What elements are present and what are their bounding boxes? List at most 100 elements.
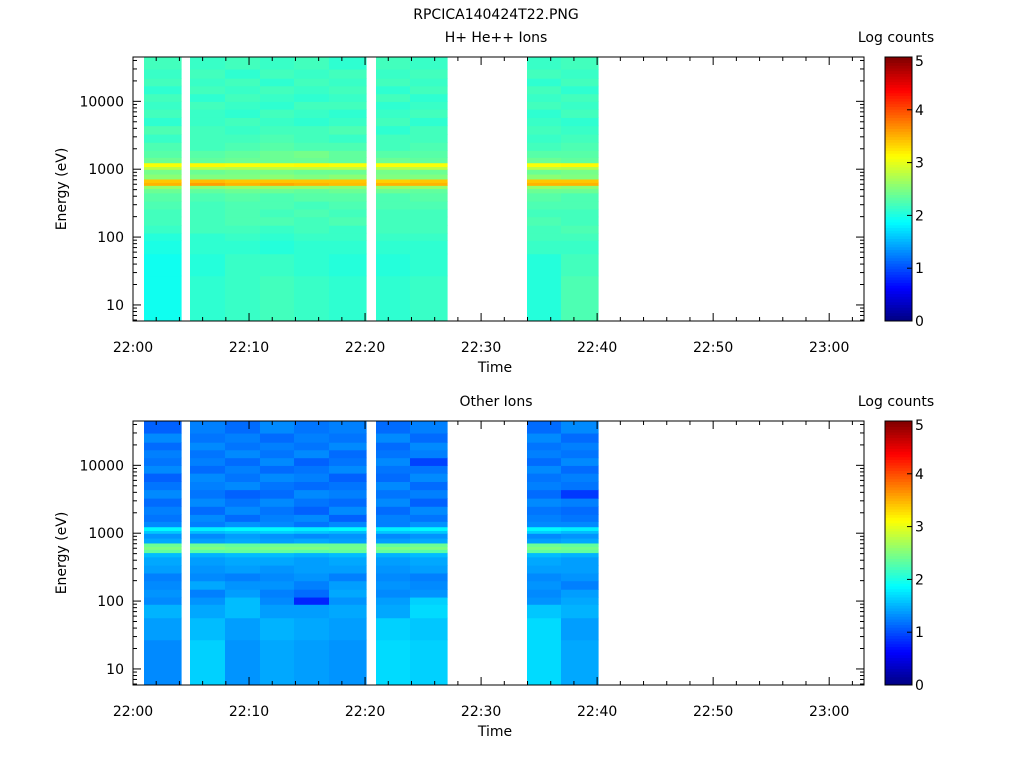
heatmap-cell: [527, 173, 565, 180]
colorbar-segment: [885, 610, 912, 614]
heatmap-cell: [329, 572, 367, 582]
heatmap-cell: [410, 546, 448, 550]
heatmap-cell: [225, 526, 263, 531]
heatmap-cell: [294, 232, 332, 241]
colorbar: 0 1 2 3 4 5 Log counts: [858, 30, 934, 330]
x-tick-label: 22:00: [113, 704, 153, 720]
heatmap-cell: [561, 150, 599, 158]
heatmap-cell: [329, 549, 367, 554]
heatmap-cell: [410, 489, 448, 499]
heatmap-cell: [527, 533, 565, 539]
heatmap-cell: [144, 178, 182, 183]
heatmap-cell: [294, 552, 332, 558]
heatmap-cell: [376, 57, 414, 70]
heatmap-cell: [561, 421, 599, 434]
heatmap-cell: [410, 208, 448, 218]
heatmap-cell: [225, 514, 263, 522]
heatmap-cell: [329, 542, 367, 547]
heatmap-cell: [410, 182, 448, 186]
heatmap-cell: [190, 442, 228, 451]
heatmap-cell: [527, 542, 565, 547]
heatmap-cell: [527, 232, 565, 241]
heatmap-cell: [190, 134, 228, 143]
heatmap-cell: [410, 192, 448, 202]
heatmap-cell: [144, 565, 182, 574]
colorbar-segment: [885, 674, 912, 678]
heatmap-cell: [561, 481, 599, 491]
figure-title: RPCICA140424T22.PNG: [413, 7, 578, 23]
heatmap-cell: [260, 580, 298, 590]
heatmap-cell: [561, 232, 599, 241]
heatmap-cell: [329, 188, 367, 194]
heatmap-cell: [260, 604, 298, 619]
heatmap-cell: [260, 526, 298, 531]
heatmap-cell: [225, 216, 263, 226]
heatmap-cell: [144, 68, 182, 79]
colorbar-segment: [885, 638, 912, 642]
colorbar-segment: [885, 657, 912, 661]
y-axis-label: Energy (eV): [54, 512, 70, 595]
x-tick-label: 22:50: [693, 340, 733, 356]
heatmap-cell: [376, 639, 414, 685]
heatmap-cell: [376, 530, 414, 534]
heatmap-cell: [410, 169, 448, 175]
heatmap-cell: [410, 481, 448, 491]
colorbar-tick-label: 0: [915, 678, 924, 694]
heatmap-cell: [527, 521, 565, 528]
heatmap-cell: [190, 572, 228, 582]
colorbar-segment: [885, 230, 912, 234]
plot-frame: [132, 56, 865, 322]
colorbar-tick-label: 3: [915, 520, 924, 536]
heatmap-cell: [329, 166, 367, 170]
y-tick-label: 10000: [79, 458, 124, 474]
colorbar-segment: [885, 277, 912, 281]
heatmap-cell: [225, 201, 263, 210]
colorbar-segment: [885, 246, 912, 250]
heatmap-cell: [144, 101, 182, 110]
heatmap-cell: [527, 134, 565, 143]
heatmap-cell: [527, 253, 565, 277]
heatmap-cell: [144, 481, 182, 491]
heatmap-cell: [527, 85, 565, 95]
heatmap-cell: [144, 530, 182, 534]
heatmap-cell: [376, 232, 414, 241]
colorbar-segment: [885, 597, 912, 601]
heatmap-cell: [144, 546, 182, 550]
colorbar-segment: [885, 553, 912, 557]
heatmap-cell: [561, 216, 599, 226]
heatmap-cell: [294, 142, 332, 151]
heatmap-cell: [376, 442, 414, 451]
colorbar-segment: [885, 495, 912, 499]
heatmap-cell: [376, 208, 414, 218]
colorbar-segment: [885, 87, 912, 91]
heatmap-cell: [561, 514, 599, 522]
colorbar-segment: [885, 95, 912, 99]
heatmap-cell: [527, 275, 565, 321]
heatmap-cell: [410, 216, 448, 226]
heatmap-cell: [561, 275, 599, 321]
heatmap-cell: [190, 68, 228, 79]
colorbar-segment: [885, 624, 912, 628]
heatmap-cell: [527, 639, 565, 685]
heatmap-cell: [561, 604, 599, 619]
heatmap-cell: [527, 421, 565, 434]
colorbar-segment: [885, 509, 912, 513]
heatmap-cell: [410, 542, 448, 547]
heatmap-cell: [410, 565, 448, 574]
heatmap-cell: [260, 150, 298, 158]
heatmap-cell: [260, 101, 298, 110]
heatmap-cell: [260, 225, 298, 234]
colorbar-segment: [885, 671, 912, 675]
heatmap-cell: [527, 546, 565, 550]
colorbar-segment: [885, 443, 912, 447]
heatmap-cell: [225, 542, 263, 547]
heatmap-cell: [260, 533, 298, 539]
colorbar-segment: [885, 257, 912, 261]
heatmap-cell: [376, 78, 414, 87]
colorbar-segment: [885, 533, 912, 537]
colorbar-segment: [885, 682, 912, 686]
colorbar-segment: [885, 65, 912, 69]
heatmap-cell: [527, 240, 565, 255]
heatmap-cell: [527, 185, 565, 190]
heatmap-cell: [190, 225, 228, 234]
